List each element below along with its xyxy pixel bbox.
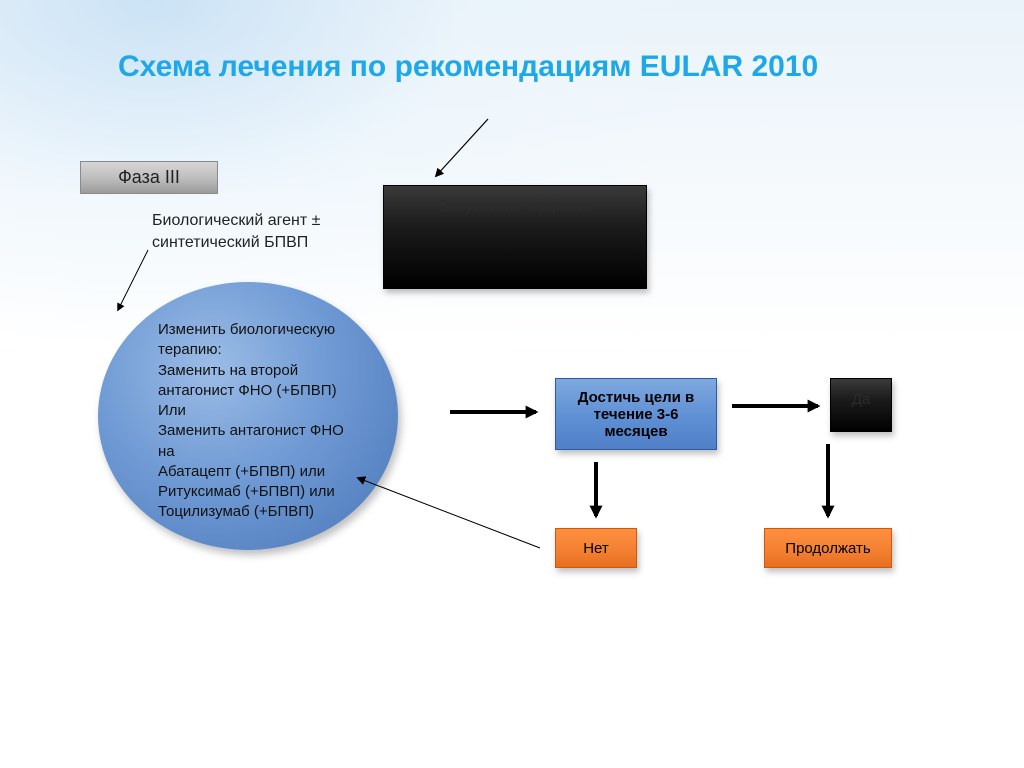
goal-box-label: Достичь цели в течение 3-6 месяцев [566,389,706,440]
bio-agent-note: Биологический агент ± синтетический БПВП [152,210,320,253]
arrow-into-blackbox [436,119,488,176]
no-box-label: Нет [583,540,609,557]
no-box: Нет [555,528,637,568]
therapy-ellipse-line: Или [158,401,388,421]
no-effect-label: Отсутствие эффекта [384,186,646,216]
no-effect-box: Отсутствие эффекта [383,185,647,289]
phase-badge-label: Фаза III [118,167,180,187]
yes-box-label: Да [831,379,891,408]
phase-badge: Фаза III [80,161,218,194]
therapy-ellipse-line: Заменить антагонист ФНО [158,421,388,441]
arrow-note-to-ellipse [118,250,148,310]
therapy-ellipse-line: Абатацепт (+БПВП) или [158,462,388,482]
therapy-ellipse-line: Изменить биологическую [158,320,388,340]
diagram-stage: Схема лечения по рекомендациям EULAR 201… [0,0,1024,768]
goal-box: Достичь цели в течение 3-6 месяцев [555,378,717,450]
continue-box-label: Продолжать [785,540,870,557]
bio-agent-note-l1: Биологический агент ± [152,210,320,232]
continue-box: Продолжать [764,528,892,568]
bio-agent-note-l2: синтетический БПВП [152,232,320,254]
therapy-ellipse-line: Тоцилизумаб (+БПВП) [158,502,388,522]
therapy-ellipse-line: на [158,442,388,462]
page-title: Схема лечения по рекомендациям EULAR 201… [118,50,818,84]
yes-box: Да [830,378,892,432]
therapy-ellipse-text: Изменить биологическуютерапию:Заменить н… [158,320,388,523]
therapy-ellipse-line: терапию: [158,340,388,360]
therapy-ellipse-line: Ритуксимаб (+БПВП) или [158,482,388,502]
therapy-ellipse-line: антагонист ФНО (+БПВП) [158,381,388,401]
therapy-ellipse-line: Заменить на второй [158,361,388,381]
